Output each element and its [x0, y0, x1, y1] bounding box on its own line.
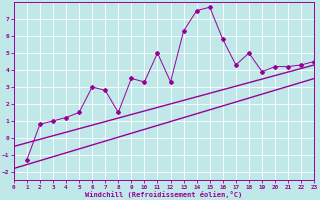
X-axis label: Windchill (Refroidissement éolien,°C): Windchill (Refroidissement éolien,°C) [85, 191, 243, 198]
